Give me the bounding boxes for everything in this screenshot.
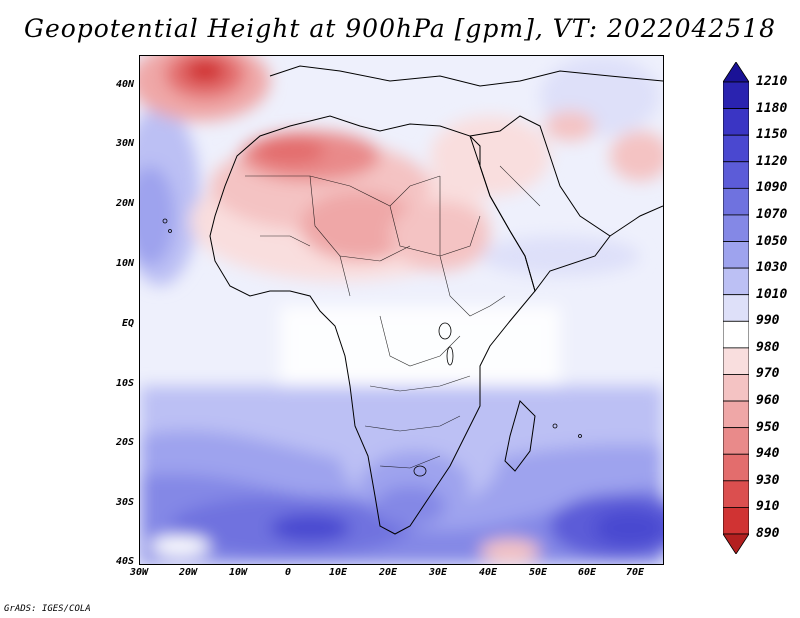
lon-label-60e: 60E xyxy=(577,567,597,578)
colorbar-swatch xyxy=(723,161,749,189)
colorbar-swatch xyxy=(723,241,749,269)
country-borders xyxy=(245,165,541,469)
colorbar-level-label: 1120 xyxy=(756,153,788,169)
colorbar-level-label: 1210 xyxy=(756,74,788,89)
colorbar-level-label: 930 xyxy=(756,472,780,488)
lon-label-70e: 70E xyxy=(625,567,645,578)
colorbar-swatch xyxy=(723,81,749,109)
colorbar-swatch xyxy=(723,108,749,136)
colorbar-level-label: 1010 xyxy=(756,286,788,302)
colorbar-level-label: 1150 xyxy=(756,127,788,143)
colorbar-level-label: 970 xyxy=(756,366,780,382)
colorbar-level-label: 910 xyxy=(756,499,780,515)
colorbar-swatch xyxy=(723,134,749,163)
colorbar-swatch xyxy=(723,267,749,296)
colorbar-level-label: 940 xyxy=(756,446,780,462)
colorbar-level-label: 990 xyxy=(756,313,780,329)
colorbar-level-label: 1070 xyxy=(756,206,788,222)
colorbar-swatch xyxy=(723,480,749,508)
lakes-and-islands xyxy=(162,218,582,477)
lon-label-10e: 10E xyxy=(328,567,348,578)
colorbar-level-label: 960 xyxy=(756,393,780,409)
colorbar-swatch xyxy=(723,427,749,455)
colorbar-swatch xyxy=(723,294,749,322)
lat-label-eq: EQ xyxy=(121,318,134,329)
colorbar-level-label: 1180 xyxy=(756,100,788,116)
lon-label-40e: 40E xyxy=(478,567,498,578)
colorbar-swatch xyxy=(723,453,749,482)
lon-label-0: 0 xyxy=(284,567,292,578)
lon-label-10w: 10W xyxy=(228,567,248,578)
lon-label-30e: 30E xyxy=(428,567,448,578)
software-credit: GrADS: IGES/COLA xyxy=(4,604,91,614)
lon-label-20e: 20E xyxy=(378,567,398,578)
colorbar-swatch xyxy=(723,187,749,216)
lat-label-40n: 40N xyxy=(115,79,134,90)
colorbar-bottom-arrow xyxy=(723,533,749,554)
colorbar-swatch xyxy=(723,320,749,349)
coastlines xyxy=(209,65,663,535)
map-panel xyxy=(139,55,664,565)
colorbar-swatch xyxy=(723,507,749,535)
lat-label-40s: 40S xyxy=(115,556,134,567)
colorbar-swatch xyxy=(723,214,749,242)
colorbar-swatch xyxy=(723,374,749,402)
lat-label-20n: 20N xyxy=(115,198,134,209)
colorbar-top-arrow xyxy=(723,62,749,83)
lat-label-20s: 20S xyxy=(115,437,134,448)
lon-label-30w: 30W xyxy=(129,567,149,578)
colorbar-level-label: 950 xyxy=(756,419,780,435)
colorbar xyxy=(723,62,749,554)
lon-label-20w: 20W xyxy=(178,567,198,578)
lat-label-30s: 30S xyxy=(115,497,134,508)
colorbar-level-label: 1030 xyxy=(756,260,788,276)
lat-label-30n: 30N xyxy=(115,138,134,149)
map-title: Geopotential Height at 900hPa [gpm], VT:… xyxy=(23,14,777,43)
lat-label-10n: 10N xyxy=(115,258,134,269)
lon-label-50e: 50E xyxy=(528,567,548,578)
geopotential-map xyxy=(140,56,663,564)
colorbar-swatch xyxy=(723,347,749,375)
colorbar-level-label: 890 xyxy=(756,526,780,541)
colorbar-swatch xyxy=(723,400,749,429)
colorbar-level-label: 1090 xyxy=(756,180,788,196)
colorbar-level-label: 980 xyxy=(756,339,780,355)
lat-label-10s: 10S xyxy=(115,378,134,389)
colorbar-level-label: 1050 xyxy=(756,233,788,249)
